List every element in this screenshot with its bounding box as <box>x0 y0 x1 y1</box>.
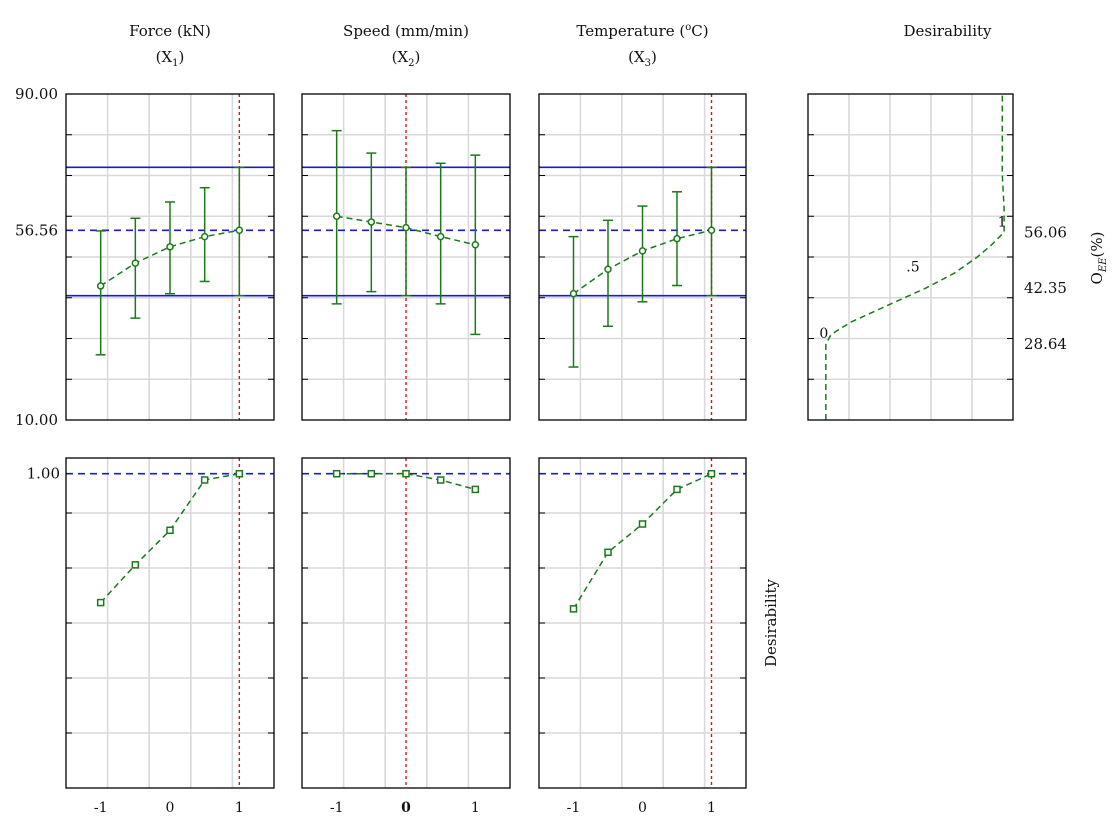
factor-2-bottom-frame <box>301 457 511 789</box>
desirability-panel-curve <box>825 94 1005 420</box>
response-axis-title-sub: EE <box>1098 257 1109 273</box>
factor-2-desirability-point <box>436 476 445 484</box>
factor-3-prediction-point <box>707 226 716 235</box>
factor-3-x-tick-label: -1 <box>567 800 581 816</box>
factor-1-prediction-point <box>166 243 174 251</box>
factor-1-desirability-point <box>200 476 209 484</box>
factor-1-bottom-frame <box>65 457 275 789</box>
factor-1-code: (X1) <box>156 48 185 69</box>
factor-3-x-tick-label: 0 <box>638 800 647 816</box>
factor-2-desirability-point <box>471 485 480 494</box>
factor-1-prediction-point <box>235 226 244 235</box>
factor-1-code-sub: 1 <box>172 58 178 69</box>
factor-1-title: Force (kN) <box>129 22 211 40</box>
top-y-tick-label: 10.00 <box>15 411 58 429</box>
factor-1-x-tick-label: 0 <box>166 800 175 816</box>
factor-1-desirability-point <box>96 598 105 607</box>
factor-3-code-sub: 3 <box>645 58 651 69</box>
desirability-marker-label: 1 <box>998 214 1007 230</box>
top-y-tick-label: 90.00 <box>15 85 58 103</box>
response-axis-title: OEE(%) <box>1088 232 1109 285</box>
factor-2-x-tick-label: 1 <box>471 800 480 816</box>
factor-2-top-frame <box>301 93 511 421</box>
factor-3-code-prefix: (X <box>628 48 645 66</box>
factor-3-code: (X3) <box>628 48 657 69</box>
factor-1-title-text: Force (kN) <box>129 22 211 40</box>
desirability-y-tick-label: 56.06 <box>1024 223 1067 241</box>
bottom-y-axis-title: Desirability <box>762 578 780 667</box>
factor-3-prediction-point <box>604 265 612 273</box>
factor-1-code-prefix: (X <box>156 48 173 66</box>
factor-1-x-tick-label: 1 <box>235 800 244 816</box>
factor-2-prediction-point <box>332 212 341 220</box>
factor-2-title: Speed (mm/min) <box>343 22 469 40</box>
desirability-marker-label: 0 <box>819 326 828 342</box>
factor-1-desirability-line <box>100 472 240 604</box>
factor-3-prediction-point <box>638 247 647 255</box>
factor-3-prediction-point <box>673 234 681 243</box>
factor-3-desirability-line <box>572 473 712 610</box>
factor-3-bottom-frame <box>538 457 747 789</box>
series-layer <box>95 94 1005 613</box>
factor-1-desirability-point <box>166 526 174 535</box>
factor-2-x-tick-label: 0 <box>401 800 411 816</box>
frames-layer <box>65 93 1014 789</box>
desirability-y-tick-label: 28.64 <box>1024 335 1067 353</box>
factor-2-code: (X2) <box>392 48 421 69</box>
factor-2-desirability-point <box>402 469 410 478</box>
grid-layer <box>66 94 1013 788</box>
factor-2-prediction-point <box>436 232 445 241</box>
bottom-y-tick-label: 1.00 <box>27 465 60 483</box>
factor-2-desirability-point <box>367 469 376 478</box>
factor-2-code-sub: 2 <box>408 58 414 69</box>
factor-2-prediction-point <box>402 223 410 232</box>
factor-3-title-sup: o <box>685 22 691 33</box>
factor-1-x-tick-label: -1 <box>94 800 108 816</box>
factor-3-top-frame <box>538 93 747 421</box>
factor-3-title-text: Temperature ( <box>576 22 685 40</box>
factor-3-title-suffix: C) <box>691 22 708 40</box>
factor-1-top-frame <box>65 93 275 421</box>
factor-3-desirability-point <box>638 520 647 528</box>
factor-2-prediction-point <box>367 218 376 226</box>
factor-1-desirability-point <box>131 561 140 569</box>
factor-1-prediction-point <box>96 282 105 290</box>
factor-3-desirability-point <box>707 469 716 478</box>
factor-2-x-tick-label: -1 <box>330 800 344 816</box>
factor-3-desirability-point <box>569 605 578 613</box>
desirability-marker-label: .5 <box>906 259 919 275</box>
factor-3-desirability-point <box>604 548 612 557</box>
factor-2-prediction-point <box>471 241 480 249</box>
factor-1-prediction-point <box>131 259 140 267</box>
factor-1-desirability-point <box>235 469 244 478</box>
top-y-tick-label: 56.56 <box>15 221 58 239</box>
factor-3-prediction-point <box>569 289 578 298</box>
factor-1-prediction-point <box>200 232 209 241</box>
factor-3-title: Temperature (oC) <box>576 22 708 40</box>
factor-3-desirability-point <box>673 485 681 494</box>
factor-2-code-prefix: (X <box>392 48 409 66</box>
factor-2-title-text: Speed (mm/min) <box>343 22 469 40</box>
factor-3-code-suffix: ) <box>651 48 657 66</box>
desirability-panel-title: Desirability <box>903 22 992 40</box>
response-axis-title-suffix: (%) <box>1088 232 1106 258</box>
factor-2-desirability-line <box>336 472 476 491</box>
desirability-panel-frame <box>807 93 1014 421</box>
desirability-y-tick-label: 42.35 <box>1024 279 1067 297</box>
factor-2-code-suffix: ) <box>415 48 421 66</box>
factor-3-x-tick-label: 1 <box>707 800 716 816</box>
factor-1-code-suffix: ) <box>179 48 185 66</box>
factor-2-desirability-point <box>332 469 341 478</box>
response-axis-title-main: O <box>1088 272 1106 284</box>
